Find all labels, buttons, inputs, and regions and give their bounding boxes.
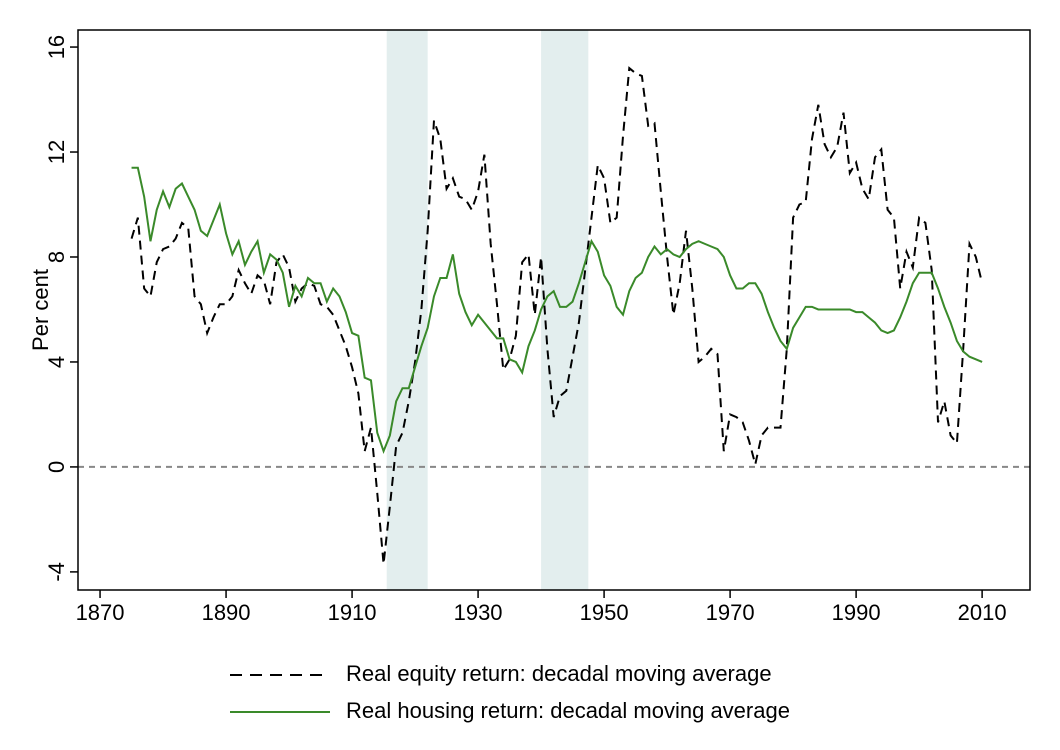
y-tick-label: 16 — [44, 35, 69, 59]
legend-label: Real housing return: decadal moving aver… — [346, 698, 790, 723]
legend-label: Real equity return: decadal moving avera… — [346, 661, 772, 686]
x-tick-label: 2010 — [958, 600, 1007, 625]
x-tick-label: 1970 — [706, 600, 755, 625]
x-tick-label: 1890 — [202, 600, 251, 625]
x-tick-label: 1990 — [832, 600, 881, 625]
y-tick-label: 8 — [44, 251, 69, 263]
x-tick-label: 1950 — [580, 600, 629, 625]
y-axis-label: Per cent — [28, 269, 53, 351]
x-tick-label: 1930 — [454, 600, 503, 625]
plot-frame — [77, 29, 1031, 591]
series-line — [131, 166, 983, 455]
y-tick-label: -4 — [44, 562, 69, 582]
series-line — [130, 66, 984, 565]
y-tick-label: 4 — [44, 356, 69, 368]
x-tick-label: 1870 — [76, 600, 125, 625]
y-tick-label: 0 — [44, 461, 69, 473]
y-tick-label: 12 — [44, 140, 69, 164]
shaded-period — [541, 30, 589, 590]
x-tick-label: 1910 — [328, 600, 377, 625]
shaded-period — [386, 30, 428, 590]
